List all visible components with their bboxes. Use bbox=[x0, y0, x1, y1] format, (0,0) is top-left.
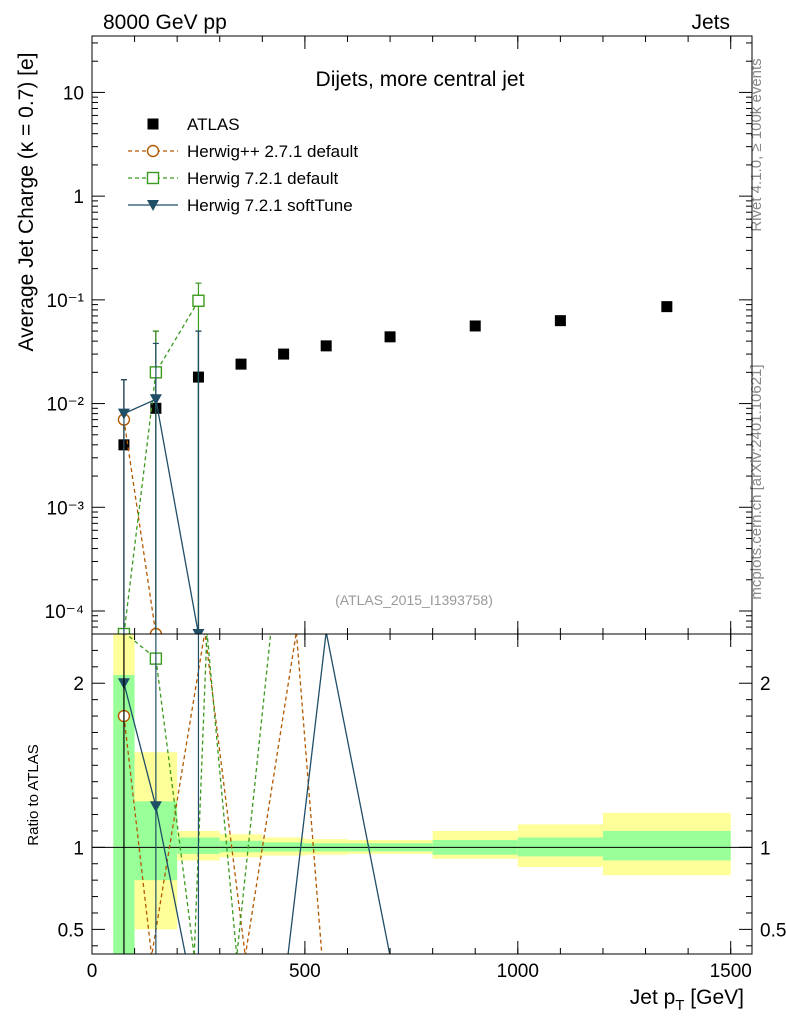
y-axis-label: Average Jet Charge (κ = 0.7) [e] bbox=[15, 52, 38, 351]
marker-series-0 bbox=[320, 340, 332, 352]
header-category-label: Jets bbox=[691, 11, 730, 34]
legend-marker-3 bbox=[147, 200, 159, 211]
legend-marker-2 bbox=[146, 171, 160, 185]
x-axis-label-main: Jet p bbox=[630, 986, 676, 1009]
ratio-inner-band bbox=[602, 830, 731, 861]
x-axis-label: Jet pT [GeV] bbox=[630, 986, 744, 1014]
axes: 0 500 1000 1500 10⁻⁴ 10⁻³ 10⁻² 10⁻¹ 1 10 0.5 0.5 1 1 2… bbox=[45, 36, 786, 982]
y-tick-label: 10⁻³ bbox=[47, 498, 85, 519]
ratio-tick-label-left: 0.5 bbox=[58, 920, 84, 941]
ratio-panel-frame bbox=[91, 633, 753, 955]
mcplots-label: mcplots.cern.ch [arXiv:2401.10621] bbox=[748, 364, 765, 599]
line-series-1 bbox=[123, 419, 157, 634]
ratio-y-axis-label: Ratio to ATLAS bbox=[25, 744, 42, 845]
x-axis-label-unit: [GeV] bbox=[684, 986, 744, 1009]
x-axis-label-sub: T bbox=[675, 997, 684, 1014]
chart-title: Dijets, more central jet bbox=[316, 68, 525, 91]
legend-label-3: Herwig 7.2.1 softTune bbox=[187, 196, 353, 215]
marker-series-0 bbox=[235, 358, 247, 370]
y-tick-label: 10⁻² bbox=[47, 395, 85, 416]
legend-label-1: Herwig++ 2.7.1 default bbox=[187, 142, 358, 161]
ratio-line-series-2 bbox=[125, 634, 272, 954]
x-tick-label: 0 bbox=[87, 961, 98, 982]
y-tick-label: 10 bbox=[63, 83, 84, 104]
line-series-2 bbox=[123, 300, 200, 634]
legend-label-0: ATLAS bbox=[187, 115, 240, 134]
x-tick-label: 1000 bbox=[497, 961, 539, 982]
ratio-tick-label-left: 1 bbox=[73, 838, 84, 859]
marker-series-0 bbox=[278, 348, 290, 360]
marker-series-2 bbox=[192, 294, 205, 307]
marker-series-0 bbox=[661, 301, 673, 313]
legend-marker-0 bbox=[147, 118, 159, 130]
x-tick-label: 500 bbox=[289, 961, 321, 982]
ratio-tick-label-right: 2 bbox=[760, 674, 771, 695]
y-tick-label: 1 bbox=[73, 187, 84, 208]
ratio-tick-label-right: 0.5 bbox=[760, 920, 786, 941]
marker-series-0 bbox=[384, 331, 396, 343]
analysis-tag: (ATLAS_2015_I1393758) bbox=[335, 592, 493, 608]
rivet-version-label: Rivet 4.1.0, ≥ 100k events bbox=[748, 58, 765, 231]
ratio-line-series-3 bbox=[123, 634, 391, 954]
ratio-tick-label-left: 2 bbox=[73, 674, 84, 695]
ratio-inner-band bbox=[219, 840, 263, 853]
marker-series-0 bbox=[469, 320, 481, 332]
marker-series-3 bbox=[192, 629, 205, 634]
marker-series-3 bbox=[149, 394, 162, 406]
ratio-panel-plot-area bbox=[92, 634, 752, 954]
x-tick-label: 1500 bbox=[710, 961, 752, 982]
marker-series-0 bbox=[554, 315, 566, 327]
y-tick-label: 10⁻⁴ bbox=[45, 602, 84, 623]
y-tick-label: 10⁻¹ bbox=[47, 291, 85, 312]
legend-marker-1 bbox=[146, 144, 160, 158]
ratio-tick-label-right: 1 bbox=[760, 838, 771, 859]
line-series-3 bbox=[123, 398, 200, 634]
main-panel-plot-area bbox=[117, 282, 673, 634]
legend: ATLAS Herwig++ 2.7.1 default Herwig 7.2.1 … bbox=[128, 115, 358, 215]
marker-series-3 bbox=[117, 408, 130, 420]
header-energy-label: 8000 GeV pp bbox=[103, 11, 227, 34]
legend-label-2: Herwig 7.2.1 default bbox=[187, 169, 338, 188]
